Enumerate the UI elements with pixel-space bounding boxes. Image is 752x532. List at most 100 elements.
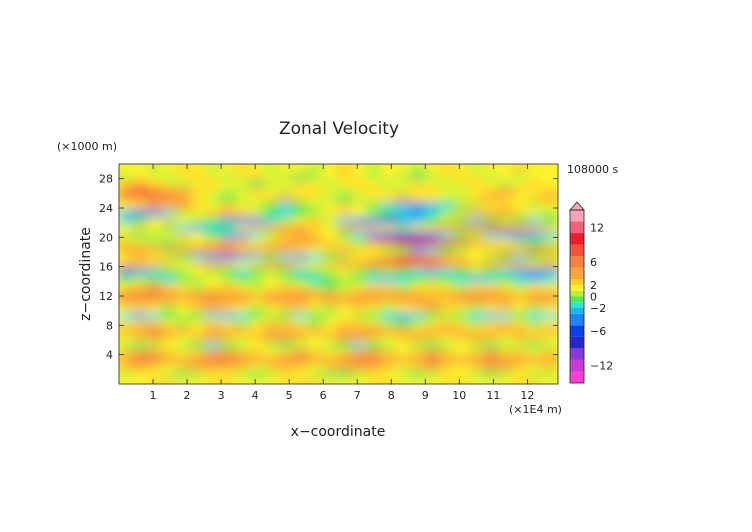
field-cell: [190, 169, 209, 181]
field-cell: [278, 250, 297, 261]
field-cell: [132, 213, 150, 225]
field-cell: [263, 279, 282, 291]
field-cell: [307, 213, 326, 225]
field-cell: [307, 338, 326, 349]
field-cell: [190, 177, 209, 188]
field-cell: [541, 279, 558, 291]
field-cell: [497, 279, 516, 291]
field-cell: [351, 243, 370, 254]
field-cell: [527, 353, 545, 364]
field-cell: [263, 316, 282, 327]
field-cell: [176, 323, 194, 335]
field-cell: [249, 294, 267, 305]
field-cell: [483, 257, 501, 269]
field-cell: [395, 257, 414, 269]
field-cell: [278, 345, 297, 357]
field-cell: [146, 367, 165, 379]
field-cell: [249, 228, 267, 239]
field-cell: [263, 375, 282, 384]
field-cell: [119, 287, 136, 298]
field-cell: [410, 287, 428, 298]
field-cell: [483, 360, 501, 371]
field-cell: [512, 294, 531, 305]
field-cell: [161, 169, 180, 181]
field-cell: [395, 375, 414, 384]
field-cell: [278, 164, 297, 173]
field-cell: [132, 338, 150, 349]
field-cell: [322, 235, 340, 247]
field-cell: [205, 164, 223, 173]
colorbar-band: [570, 302, 584, 309]
field-cell: [395, 287, 414, 298]
x-tick-label: 6: [320, 389, 327, 402]
field-cell: [337, 206, 355, 217]
field-cell: [293, 199, 311, 210]
y-tick-label: 24: [99, 202, 113, 215]
field-cell: [424, 272, 443, 283]
field-cell: [234, 345, 253, 357]
field-cell: [234, 206, 253, 217]
field-cell: [512, 360, 531, 371]
x-units-label: (×1E4 m): [509, 403, 562, 416]
field-cell: [424, 191, 443, 203]
field-cell: [337, 309, 355, 320]
field-cell: [512, 279, 531, 291]
field-cell: [293, 257, 311, 269]
field-cell: [483, 331, 501, 342]
plot-frame: [118, 163, 559, 385]
field-cell: [322, 206, 340, 217]
field-cell: [337, 257, 355, 269]
field-cell: [468, 272, 487, 283]
field-cell: [424, 338, 443, 349]
field-cell: [205, 243, 223, 254]
field-cell: [205, 353, 223, 364]
field-cell: [293, 294, 311, 305]
field-cell: [249, 367, 267, 379]
field-cell: [497, 294, 516, 305]
field-cell: [527, 345, 545, 357]
field-cell: [468, 287, 487, 298]
field-cell: [366, 257, 384, 269]
field-cell: [263, 309, 282, 320]
field-cell: [541, 338, 558, 349]
field-cell: [205, 279, 223, 291]
field-cell: [541, 309, 558, 320]
field-cell: [439, 309, 458, 320]
colorbar-band: [570, 279, 584, 285]
field-cell: [410, 184, 428, 195]
field-cell: [410, 191, 428, 203]
field-cell: [146, 191, 165, 203]
field-cell: [395, 323, 414, 335]
field-cell: [190, 309, 209, 320]
field-cell: [263, 199, 282, 210]
field-cell: [380, 294, 399, 305]
field-cell: [234, 228, 253, 239]
field-cell: [307, 243, 326, 254]
field-cell: [132, 164, 150, 173]
colorbar-band: [570, 313, 584, 326]
field-cell: [190, 360, 209, 371]
x-tick-label: 8: [388, 389, 395, 402]
field-cell: [293, 375, 311, 384]
x-tick-label: 3: [218, 389, 225, 402]
field-cell: [219, 309, 238, 320]
field-cell: [410, 199, 428, 210]
field-cell: [497, 272, 516, 283]
field-cell: [205, 228, 223, 239]
field-cell: [278, 235, 297, 247]
field-cell: [146, 279, 165, 291]
velocity-field: [119, 164, 558, 384]
field-cell: [410, 338, 428, 349]
field-cell: [512, 213, 531, 225]
field-cell: [190, 228, 209, 239]
field-cell: [351, 272, 370, 283]
field-cell: [527, 257, 545, 269]
field-cell: [512, 309, 531, 320]
field-cell: [161, 272, 180, 283]
field-cell: [366, 164, 384, 173]
field-cell: [541, 323, 558, 335]
field-cell: [234, 257, 253, 269]
field-cell: [161, 257, 180, 269]
field-cell: [483, 169, 501, 181]
field-cell: [234, 213, 253, 225]
